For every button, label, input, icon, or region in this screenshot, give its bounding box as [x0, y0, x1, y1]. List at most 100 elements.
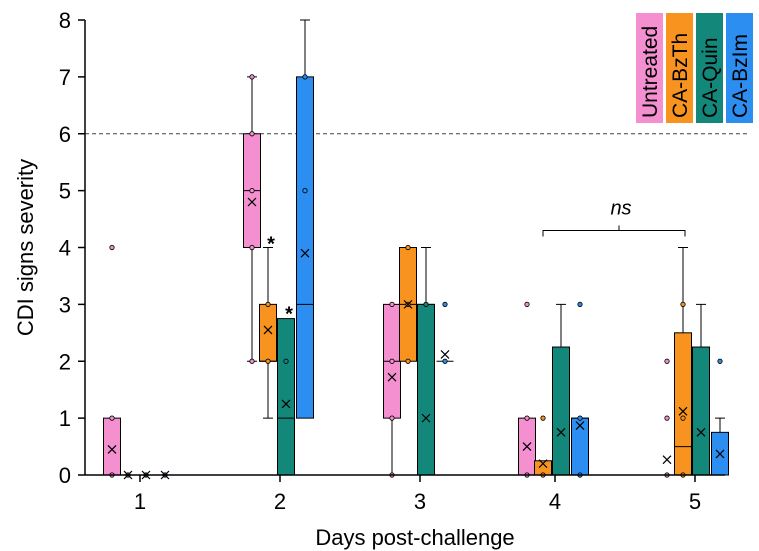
data-point: [389, 415, 395, 421]
data-point: [680, 415, 686, 421]
legend-label-CA-Quin: CA-Quin: [699, 37, 722, 118]
y-tick-label-8: 8: [59, 8, 71, 33]
box-CA-BzIm-day-5: [711, 358, 729, 476]
legend-item-CA-Quin: CA-Quin: [696, 13, 723, 123]
box-iqr: [277, 318, 295, 476]
box-iqr: [552, 346, 570, 476]
mean-marker: [107, 444, 117, 454]
legend-label-CA-BzTh: CA-BzTh: [669, 33, 692, 118]
data-point: [577, 415, 583, 421]
boxes-layer: [103, 19, 729, 480]
data-point: [524, 301, 530, 307]
mean-marker: [522, 442, 532, 451]
legend-swatch: [696, 13, 723, 123]
x-axis-title: Days post-challenge: [315, 525, 514, 550]
y-tick-label-6: 6: [59, 122, 71, 147]
box-CA-BzIm-day-3: [436, 301, 454, 364]
box-Untreated-day-4: [518, 301, 536, 478]
legend: Untreated CA-BzTh CA-Quin CA-BzIm: [636, 13, 753, 123]
mean-marker: [387, 372, 397, 382]
data-point: [680, 301, 686, 307]
x-tick-label-2: 2: [274, 489, 286, 514]
data-point: [249, 74, 255, 80]
box-CA-Quin-day-5: [692, 303, 710, 476]
box-Untreated-day-3: [383, 301, 401, 478]
legend-label-Untreated: Untreated: [639, 26, 662, 118]
data-point: [442, 301, 448, 307]
y-tick-label-7: 7: [59, 65, 71, 90]
mean-marker: [662, 455, 672, 465]
mean-marker: [403, 299, 413, 309]
box-CA-Quin-day-4: [552, 303, 570, 476]
significance-star: *: [285, 304, 293, 326]
x-tick-label-4: 4: [549, 489, 561, 514]
box-Untreated-day-2: [243, 74, 261, 364]
box-iqr: [571, 417, 589, 476]
annotations-layer: * * ns: [267, 197, 686, 326]
y-tick-label-4: 4: [59, 236, 71, 261]
box-CA-BzTh-day-2: [259, 247, 277, 419]
mean-marker: [538, 459, 548, 469]
mean-marker: [263, 325, 273, 335]
legend-item-CA-BzTh: CA-BzTh: [666, 13, 693, 123]
data-point: [302, 74, 308, 80]
box-CA-BzIm-day-2: [296, 19, 314, 419]
data-point: [405, 358, 411, 364]
mean-marker: [247, 197, 257, 207]
box-iqr: [417, 303, 435, 476]
legend-swatch: [636, 13, 663, 123]
data-point: [577, 301, 583, 307]
box-CA-BzTh-day-3: [399, 244, 417, 364]
data-point: [249, 188, 255, 194]
x-tick-label-1: 1: [134, 489, 146, 514]
data-point: [249, 244, 255, 251]
data-point: [442, 358, 448, 364]
mean-marker: [556, 427, 566, 437]
mean-marker: [300, 248, 310, 258]
mean-marker: [678, 406, 688, 416]
data-point: [405, 244, 411, 251]
x-tick-label-5: 5: [689, 489, 701, 514]
box-CA-BzTh-day-4: [534, 415, 552, 478]
box-iqr: [296, 76, 314, 419]
legend-swatch: [726, 13, 753, 123]
data-point: [283, 358, 289, 364]
significance-star: *: [267, 234, 275, 256]
y-tick-label-0: 0: [59, 463, 71, 488]
box-iqr: [692, 346, 710, 476]
legend-item-Untreated: Untreated: [636, 13, 663, 123]
y-tick-label-5: 5: [59, 179, 71, 204]
mean-marker: [575, 421, 585, 430]
mean-marker: [440, 350, 450, 359]
data-point: [109, 244, 115, 251]
data-point: [302, 188, 308, 194]
data-point: [423, 301, 429, 307]
box-Untreated-day-5: [658, 358, 676, 478]
y-tick-label-2: 2: [59, 349, 71, 374]
data-point: [249, 358, 255, 364]
y-tick-label-1: 1: [59, 406, 71, 431]
mean-marker: [421, 413, 431, 423]
box-CA-Quin-day-2: [277, 318, 295, 476]
data-point: [664, 415, 670, 421]
box-Untreated-day-1: [103, 244, 121, 478]
legend-label-CA-BzIm: CA-BzIm: [729, 34, 752, 118]
mean-marker: [696, 427, 706, 437]
data-point: [664, 358, 670, 364]
data-point: [249, 131, 255, 137]
x-tick-label-3: 3: [414, 489, 426, 514]
box-iqr: [674, 332, 692, 476]
mean-marker: [281, 399, 291, 409]
data-point: [389, 358, 395, 364]
box-iqr: [259, 303, 277, 362]
data-point: [265, 358, 271, 364]
ticks-layer: 0 1 2 3 4 5 6 7 8 1 2 3 4 5: [59, 8, 701, 514]
legend-swatch: [666, 13, 693, 123]
ns-label: ns: [610, 197, 631, 219]
y-axis-title: CDI signs severity: [13, 159, 38, 336]
data-point: [540, 415, 546, 421]
box-CA-BzIm-day-4: [571, 301, 589, 478]
mean-marker: [715, 449, 725, 459]
ns-bracket: [542, 225, 686, 237]
